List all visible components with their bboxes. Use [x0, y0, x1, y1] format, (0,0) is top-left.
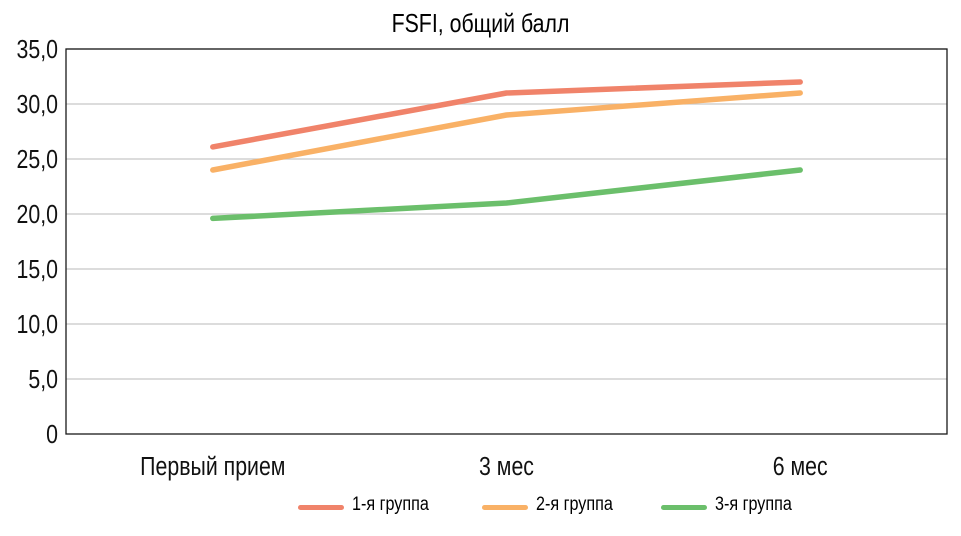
x-tick-label: Первый прием	[140, 452, 285, 482]
chart-title: FSFI, общий балл	[391, 8, 570, 38]
y-tick-label: 30,0	[17, 90, 58, 120]
series-line-3	[210, 167, 803, 222]
y-tick-label: 5,0	[28, 365, 58, 395]
legend-label: 2-я группа	[536, 494, 613, 515]
legend-label: 1-я группа	[352, 494, 429, 515]
plot-area: 0 5,0 10,0 15,0 20,0 25,0 30,0 35,0 Первый прием…	[17, 35, 948, 482]
legend-label: 3-я группа	[715, 494, 792, 515]
legend-swatch	[298, 505, 344, 510]
x-tick-label: 3 мес	[479, 452, 534, 482]
series-line-2	[210, 90, 803, 173]
legend-swatch	[482, 505, 528, 510]
y-tick-label: 0	[46, 420, 58, 450]
y-tick-label: 25,0	[17, 145, 58, 175]
y-tick-label: 35,0	[17, 35, 58, 65]
x-tick-label: 6 мес	[773, 452, 828, 482]
y-tick-label: 10,0	[17, 310, 58, 340]
legend-swatch	[661, 505, 707, 510]
legend: 1-я группа 2-я группа 3-я группа	[0, 492, 961, 522]
y-tick-label: 15,0	[17, 255, 58, 285]
series-line-1	[210, 79, 803, 150]
plot-frame	[65, 48, 948, 435]
y-tick-label: 20,0	[17, 200, 58, 230]
